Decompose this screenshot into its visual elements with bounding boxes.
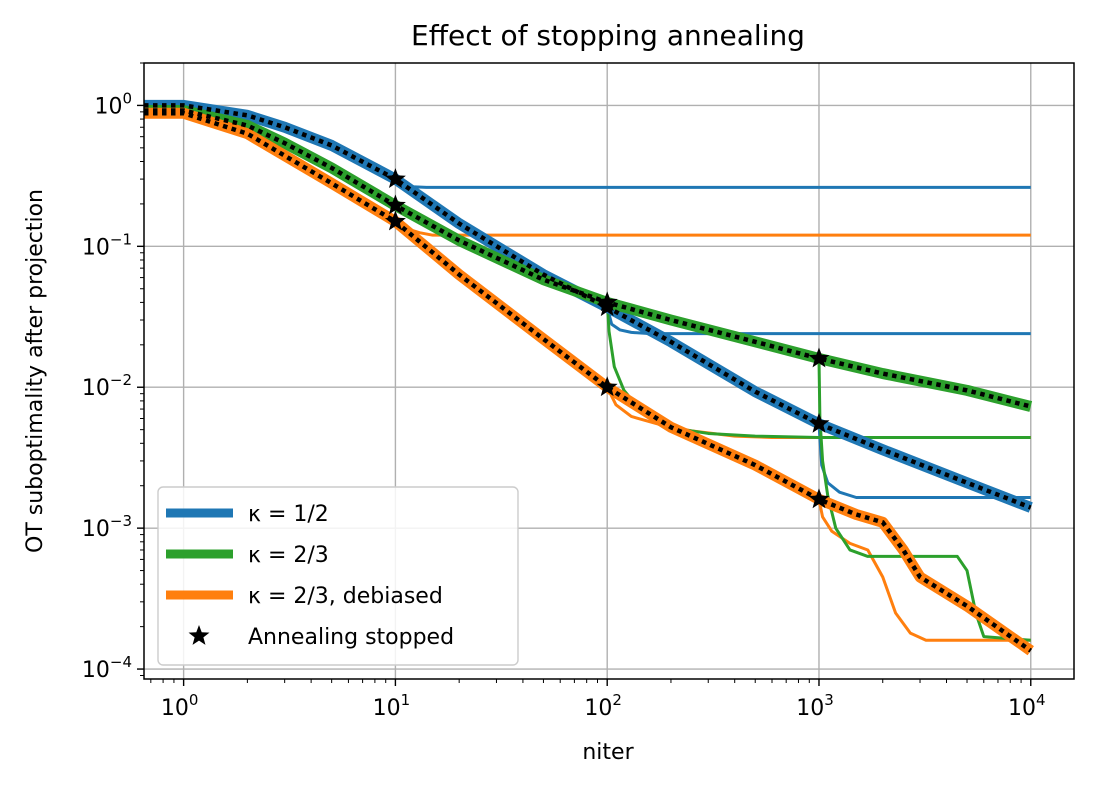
x-tick-label: 103 bbox=[796, 691, 834, 721]
marker-layer bbox=[384, 168, 830, 509]
annealing-stopped-marker bbox=[808, 412, 830, 433]
annealing-stopped-marker bbox=[384, 210, 406, 231]
series-layer bbox=[144, 99, 1034, 656]
x-tick-label: 100 bbox=[161, 691, 199, 721]
y-tick-label: 100 bbox=[94, 89, 132, 119]
stopped-curve bbox=[817, 499, 1031, 642]
axis-ticks: 100 101 102 103 104 100 10−1 10−2 10−3 10−4 bbox=[82, 62, 1046, 721]
x-tick-label: 101 bbox=[373, 691, 411, 721]
x-tick-label: 102 bbox=[584, 691, 622, 721]
legend-label: κ = 2/3 bbox=[248, 543, 329, 568]
annealing-stopped-marker bbox=[808, 488, 830, 509]
y-tick-label: 10−4 bbox=[82, 653, 132, 683]
legend-box bbox=[157, 486, 519, 666]
annealing-stopped-marker bbox=[808, 347, 830, 368]
legend-label: κ = 2/3, debiased bbox=[248, 584, 443, 609]
annealing-stopped-marker bbox=[596, 376, 618, 397]
x-axis-label: niter bbox=[582, 740, 634, 765]
series-dotted-overlay bbox=[144, 108, 1032, 409]
annealing-stopped-marker bbox=[384, 168, 406, 188]
series-dotted-overlay bbox=[144, 110, 1033, 653]
plot-frame bbox=[143, 62, 1075, 680]
annealing-stopped-marker bbox=[596, 291, 618, 312]
y-tick-label: 10−1 bbox=[82, 230, 132, 260]
legend-marker bbox=[188, 625, 210, 645]
y-axis-label: OT suboptimality after projection bbox=[23, 189, 48, 553]
chart-title: Effect of stopping annealing bbox=[411, 19, 805, 52]
legend: κ = 1/2 κ = 2/3 κ = 2/3, debiased Annealing… bbox=[157, 486, 519, 666]
annealing-stopped-marker bbox=[384, 194, 406, 215]
legend-label: Annealing stopped bbox=[248, 625, 454, 650]
legend-label: κ = 1/2 bbox=[248, 502, 329, 527]
series-dotted-overlay bbox=[144, 103, 1032, 510]
y-tick-label: 10−2 bbox=[82, 371, 132, 401]
x-tick-label: 104 bbox=[1008, 691, 1046, 721]
y-tick-label: 10−3 bbox=[82, 512, 132, 542]
